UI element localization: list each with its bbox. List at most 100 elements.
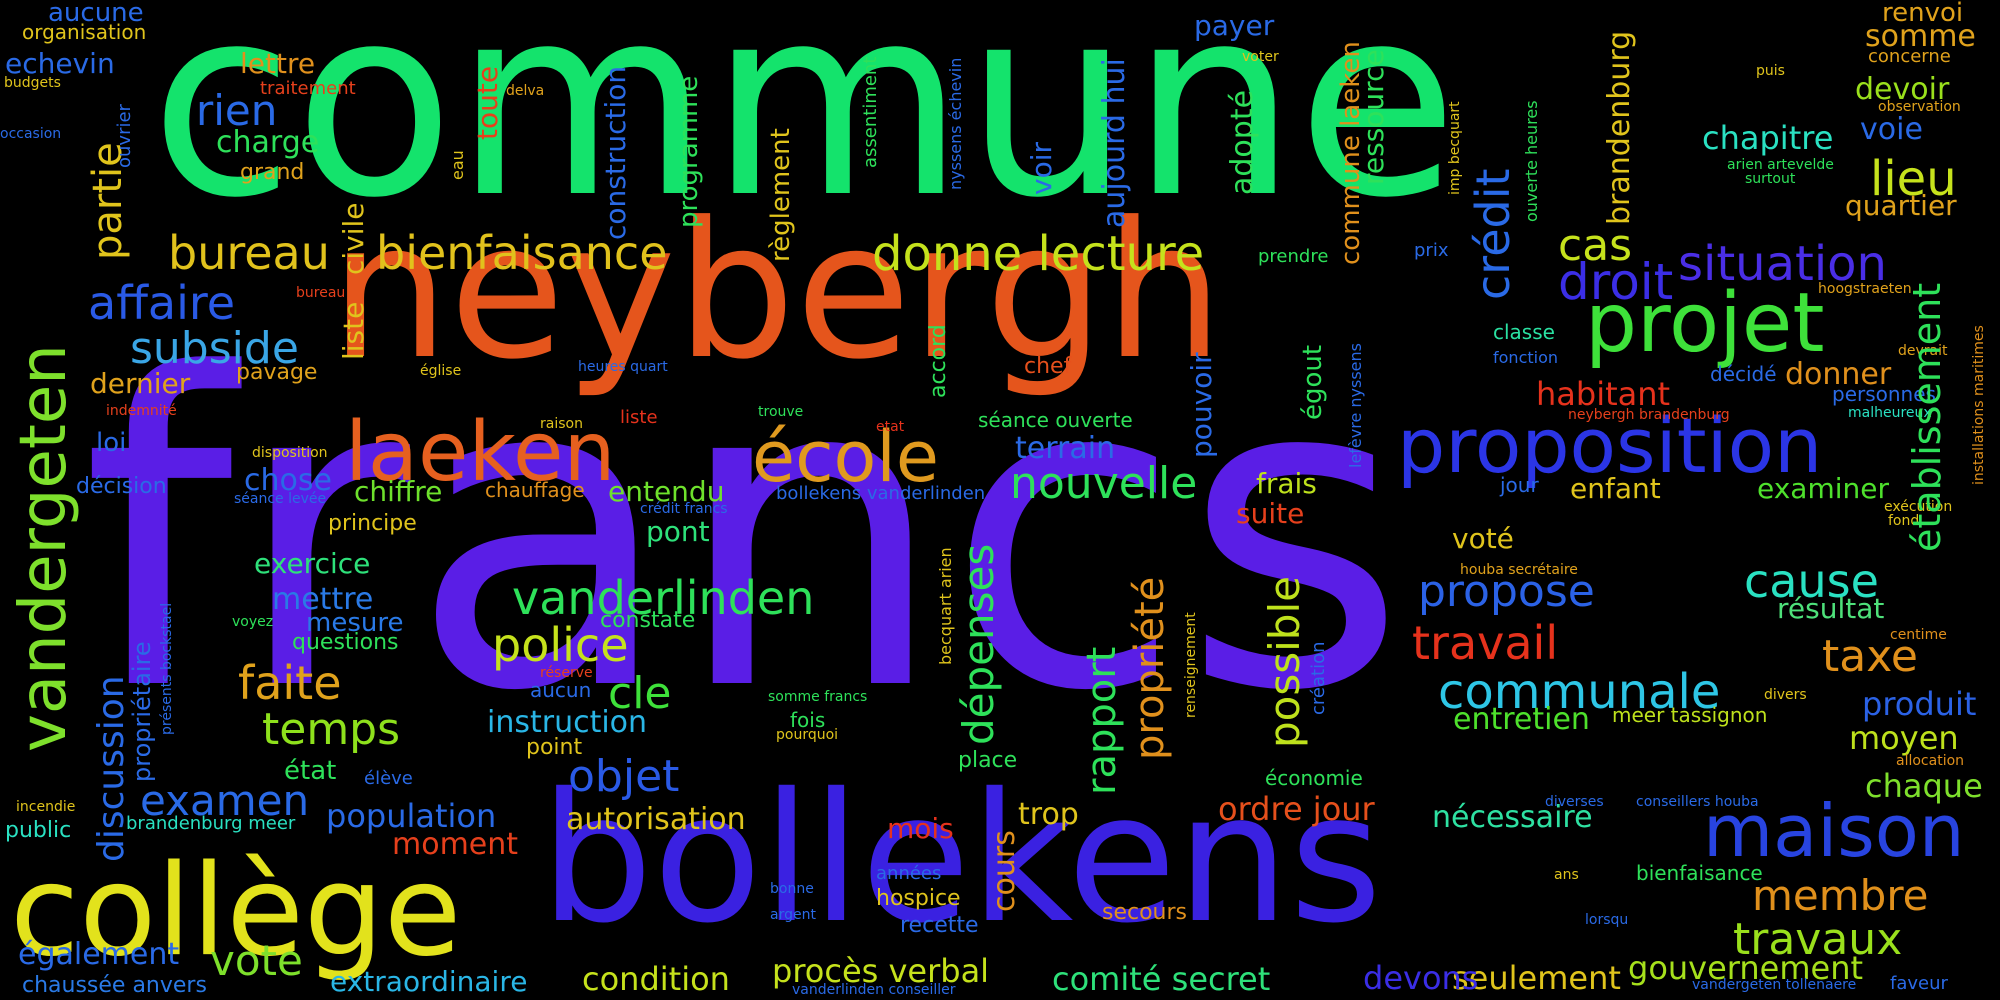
- word-secours: secours: [1102, 900, 1188, 925]
- word-propose: propose: [1418, 566, 1595, 617]
- word-construction: construction: [599, 65, 632, 240]
- word-chaussee-anvers: chaussée anvers: [22, 973, 207, 998]
- word-surtout: surtout: [1745, 171, 1796, 187]
- word-vote-2: voté: [1452, 522, 1514, 555]
- word-renvoi: renvoi: [1882, 0, 1964, 28]
- word-faite: faite: [238, 656, 342, 710]
- word-malheureux: malheureux: [1848, 405, 1932, 421]
- word-propriete: propriété: [1127, 576, 1173, 760]
- word-somme-francs: somme francs: [768, 689, 868, 705]
- word-rien: rien: [196, 86, 278, 135]
- word-voyez: voyez: [232, 614, 274, 630]
- word-concerne: concerne: [1868, 46, 1951, 67]
- word-examiner: examiner: [1757, 472, 1890, 505]
- word-extraordinaire: extraordinaire: [330, 965, 528, 998]
- word-neybergh: neybergh: [330, 182, 1224, 401]
- word-necessaire: nécessaire: [1432, 800, 1593, 835]
- word-mois: mois: [887, 812, 954, 845]
- word-projet: projet: [1585, 276, 1825, 371]
- word-voir: voir: [1025, 142, 1058, 195]
- word-credit: crédit: [1466, 168, 1520, 300]
- word-population: population: [326, 797, 497, 835]
- word-bonne: bonne: [770, 881, 814, 897]
- word-rapport: rapport: [1079, 646, 1125, 795]
- word-frais: frais: [1256, 467, 1317, 500]
- word-charge: charge: [216, 125, 320, 160]
- word-reglement: règlement: [766, 128, 796, 262]
- word-lettre: lettre: [240, 47, 316, 80]
- word-mesure: mesure: [306, 608, 404, 638]
- word-nouvelle: nouvelle: [1010, 458, 1198, 509]
- word-laeken: laeken: [345, 405, 616, 500]
- word-depenses: dépenses: [954, 543, 1003, 745]
- word-comite-secret: comité secret: [1052, 960, 1271, 998]
- word-moment: moment: [392, 827, 519, 862]
- word-assentiment: assentiment: [860, 56, 881, 168]
- word-subside: subside: [130, 323, 299, 374]
- word-chose: chose: [244, 463, 332, 498]
- word-possible: possible: [1260, 576, 1309, 748]
- word-ouvrier: ouvrier: [114, 104, 135, 168]
- word-devrait: devrait: [1898, 343, 1948, 359]
- word-reserve: réserve: [540, 665, 593, 681]
- word-argent: argent: [770, 907, 816, 923]
- word-imp-becquart: imp becquart: [1447, 101, 1463, 195]
- word-seance-ouverte: séance ouverte: [978, 408, 1133, 432]
- word-bollekens-vanderlinden: bollekens vanderlinden: [776, 483, 986, 504]
- word-entretien: entretien: [1453, 702, 1590, 737]
- word-arien-artevelde: arien artevelde: [1727, 157, 1834, 173]
- word-objet: objet: [568, 751, 680, 802]
- word-vandergeten: vandergeten: [7, 344, 81, 752]
- word-cause: cause: [1744, 554, 1879, 608]
- word-aujourd-hui: aujourd hui: [1097, 58, 1132, 228]
- word-police: police: [492, 618, 629, 672]
- word-meer-tassignon: meer tassignon: [1612, 703, 1768, 727]
- word-eau: eau: [448, 150, 467, 180]
- word-conseillers-houba: conseillers houba: [1636, 794, 1759, 810]
- word-jour: jour: [1500, 473, 1539, 497]
- word-delva: delva: [506, 83, 545, 99]
- word-suite: suite: [1236, 497, 1305, 530]
- word-vanderlinden: vanderlinden: [512, 571, 815, 625]
- word-execution: exécution: [1884, 499, 1953, 515]
- word-entendu: entendu: [608, 475, 725, 508]
- word-maison: maison: [1703, 789, 1965, 873]
- word-payer: payer: [1194, 9, 1275, 42]
- word-proprietaire: propriétaire: [128, 641, 156, 782]
- word-bureau: bureau: [168, 226, 330, 280]
- word-terrain: terrain: [1015, 431, 1116, 466]
- word-renseignement: renseignement: [1183, 612, 1199, 718]
- word-condition: condition: [582, 960, 730, 998]
- word-toute: toute: [471, 65, 504, 140]
- word-temps: temps: [262, 704, 401, 755]
- word-voie: voie: [1860, 112, 1923, 147]
- word-credit-francs: crédit francs: [640, 501, 728, 517]
- word-moyen: moyen: [1849, 719, 1959, 757]
- word-etat-2: etat: [876, 419, 905, 435]
- word-liste-2: liste: [337, 301, 370, 360]
- word-dernier: dernier: [90, 367, 191, 400]
- word-presents-bockstael: présents bockstael: [159, 602, 175, 735]
- word-fois: fois: [790, 708, 826, 732]
- word-aucun: aucun: [530, 678, 592, 702]
- word-cle: cle: [608, 668, 672, 719]
- word-personnes: personnes: [1832, 382, 1936, 406]
- word-proposition: proposition: [1397, 401, 1823, 490]
- word-eglise: église: [420, 363, 462, 379]
- word-chef: chef: [1024, 354, 1072, 379]
- word-raison: raison: [540, 416, 583, 432]
- word-donner: donner: [1785, 357, 1892, 392]
- word-questions: questions: [292, 630, 399, 655]
- word-echevin: echevin: [5, 47, 115, 80]
- word-indemnite: indemnité: [106, 403, 177, 419]
- word-brandenburg: brandenburg: [1602, 30, 1637, 225]
- word-installations-maritimes: installations maritimes: [1971, 325, 1987, 485]
- word-mettre: mettre: [272, 582, 374, 617]
- word-public: public: [5, 818, 72, 843]
- word-francs: francs: [82, 285, 1407, 785]
- word-brandenburg-meer: brandenburg meer: [126, 813, 296, 834]
- word-loi: loi: [96, 428, 127, 458]
- word-autorisation: autorisation: [566, 802, 746, 837]
- word-liste: liste: [620, 407, 658, 428]
